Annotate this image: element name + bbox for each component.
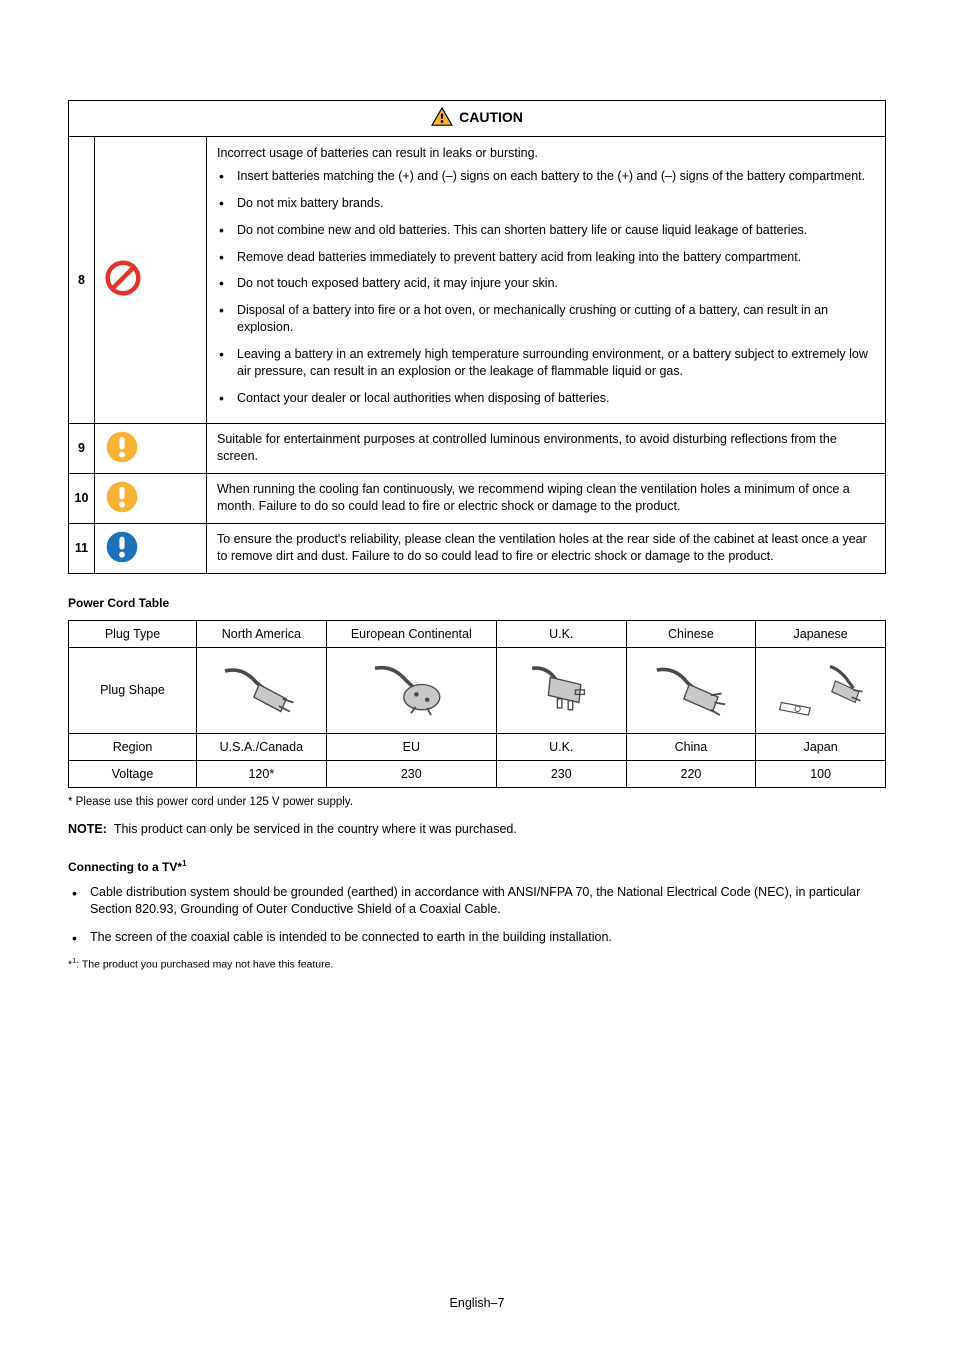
power-cord-heading: Power Cord Table: [68, 596, 886, 610]
table-row: 10 When running the cooling fan continuo…: [69, 473, 886, 523]
page-number: English–7: [0, 1296, 954, 1310]
note-line: NOTE: This product can only be serviced …: [68, 822, 886, 836]
row-text-cell: To ensure the product's reliability, ple…: [207, 523, 886, 573]
plug-na-cell: [197, 647, 327, 733]
voltage-cell: 230: [496, 760, 626, 787]
list-item: Do not combine new and old batteries. Th…: [237, 222, 875, 239]
col-label: U.K.: [496, 620, 626, 647]
row-number: 10: [69, 473, 95, 523]
list-item: Cable distribution system should be grou…: [90, 884, 886, 919]
caution-header: CAUTION: [69, 101, 886, 137]
plug-cn-cell: [626, 647, 756, 733]
row-number: 11: [69, 523, 95, 573]
plug-na-icon: [216, 656, 306, 722]
tv-heading: Connecting to a TV*1: [68, 858, 886, 874]
tv-heading-prefix: Connecting to a TV*: [68, 860, 182, 874]
region-cell: U.S.A./Canada: [197, 733, 327, 760]
warn-yellow-icon: [105, 480, 139, 514]
plug-eu-cell: [326, 647, 496, 733]
col-label: Japanese: [756, 620, 886, 647]
cord-voltage-row: Voltage 120* 230 230 220 100: [69, 760, 886, 787]
list-item: Remove dead batteries immediately to pre…: [237, 249, 875, 266]
voltage-cell: 100: [756, 760, 886, 787]
list-item: Leaving a battery in an extremely high t…: [237, 346, 875, 380]
cord-footnote: * Please use this power cord under 125 V…: [68, 796, 886, 808]
region-label: Region: [69, 733, 197, 760]
plug-jp-cell: [756, 647, 886, 733]
plug-uk-cell: [496, 647, 626, 733]
cord-shape-row: Plug Shape: [69, 647, 886, 733]
warn-yellow-icon: [105, 430, 139, 464]
list-item: Disposal of a battery into fire or a hot…: [237, 302, 875, 336]
note-text: This product can only be serviced in the…: [114, 822, 517, 836]
shape-label: Plug Shape: [69, 647, 197, 733]
voltage-label: Voltage: [69, 760, 197, 787]
row-text-cell: Incorrect usage of batteries can result …: [207, 137, 886, 424]
row-lead-text: Incorrect usage of batteries can result …: [217, 145, 875, 162]
prohibit-icon: [105, 260, 141, 296]
list-item: Contact your dealer or local authorities…: [237, 390, 875, 407]
plug-eu-icon: [366, 656, 456, 722]
caution-triangle-icon: [431, 107, 453, 127]
col-label: European Continental: [326, 620, 496, 647]
caution-table: CAUTION 8 Incorrect usage of batteries c…: [68, 100, 886, 574]
voltage-cell: 120*: [197, 760, 327, 787]
note-label: NOTE:: [68, 822, 107, 836]
col-label: Chinese: [626, 620, 756, 647]
voltage-cell: 230: [326, 760, 496, 787]
row-icon-cell: [95, 523, 207, 573]
region-cell: China: [626, 733, 756, 760]
tv-heading-sup: 1: [182, 858, 187, 868]
list-item: Insert batteries matching the (+) and (–…: [237, 168, 875, 185]
power-cord-table: Plug Type North America European Contine…: [68, 620, 886, 788]
plug-jp-icon: [776, 656, 866, 722]
battery-bullet-list: Insert batteries matching the (+) and (–…: [217, 168, 875, 407]
warn-blue-icon: [105, 530, 139, 564]
row-icon-cell: [95, 137, 207, 424]
table-row: 11 To ensure the product's reliability, …: [69, 523, 886, 573]
col-label: Plug Type: [69, 620, 197, 647]
row-icon-cell: [95, 473, 207, 523]
row-icon-cell: [95, 423, 207, 473]
region-cell: Japan: [756, 733, 886, 760]
region-cell: EU: [326, 733, 496, 760]
row-text-cell: When running the cooling fan continuousl…: [207, 473, 886, 523]
plug-uk-icon: [516, 656, 606, 722]
plug-cn-icon: [646, 656, 736, 722]
row-number: 9: [69, 423, 95, 473]
cord-header-row: Plug Type North America European Contine…: [69, 620, 886, 647]
table-row: 8 Incorrect usage of batteries can resul…: [69, 137, 886, 424]
caution-title: CAUTION: [459, 109, 523, 125]
list-item: Do not touch exposed battery acid, it ma…: [237, 275, 875, 292]
col-label: North America: [197, 620, 327, 647]
tv-footnote: *1: The product you purchased may not ha…: [68, 956, 886, 971]
region-cell: U.K.: [496, 733, 626, 760]
voltage-cell: 220: [626, 760, 756, 787]
tv-footnote-text: : The product you purchased may not have…: [76, 959, 333, 971]
cord-region-row: Region U.S.A./Canada EU U.K. China Japan: [69, 733, 886, 760]
row-number: 8: [69, 137, 95, 424]
row-text-cell: Suitable for entertainment purposes at c…: [207, 423, 886, 473]
tv-bullet-list: Cable distribution system should be grou…: [68, 884, 886, 947]
list-item: Do not mix battery brands.: [237, 195, 875, 212]
list-item: The screen of the coaxial cable is inten…: [90, 929, 886, 947]
table-row: 9 Suitable for entertainment purposes at…: [69, 423, 886, 473]
